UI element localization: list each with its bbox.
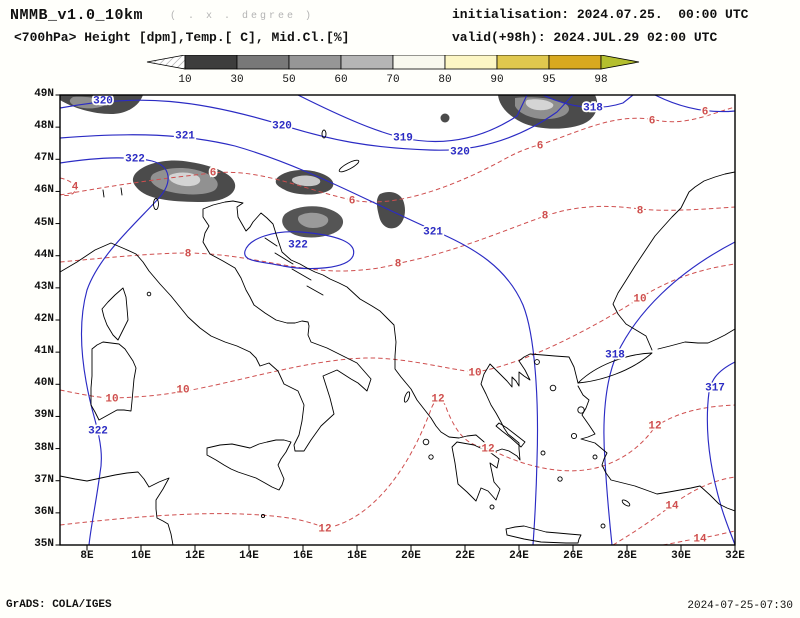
temperature-contour-labels: 4 6 6 6 6 6 8 8 8 8 10 10 10 10 12 12 12 12 14 14: [70, 105, 710, 546]
temperature-contour-label: 6: [349, 196, 356, 208]
temperature-contour-label: 14: [693, 534, 707, 546]
initialisation-time: initialisation: 2024.07.25. 00:00 UTC: [452, 7, 749, 22]
colorbar-tick-label: 30: [230, 74, 243, 86]
latitude-label: 39N: [34, 409, 54, 422]
height-contour-label: 320: [93, 96, 113, 108]
temperature-contour-label: 6: [537, 141, 544, 153]
latitude-label: 40N: [34, 377, 54, 390]
temperature-contour-label: 10: [468, 368, 481, 380]
cloud-cover-colorbar: 10 30 50 60 70 80 90 95 98: [146, 55, 640, 86]
height-contours: [60, 95, 735, 545]
longitude-label: 20E: [401, 550, 421, 562]
latitude-label: 35N: [34, 538, 54, 550]
temperature-contour-label: 14: [665, 501, 679, 513]
latitude-label: 45N: [34, 216, 54, 229]
temperature-contour-label: 10: [633, 294, 646, 306]
longitude-label: 8E: [80, 550, 94, 562]
temperature-contour-label: 8: [542, 211, 549, 223]
height-contour-label: 321: [423, 227, 443, 239]
longitude-label: 16E: [293, 550, 313, 562]
colorbar-left-arrow: [146, 55, 186, 70]
field-title: <700hPa> Height [dpm],Temp.[ C], Mid.Cl.…: [14, 30, 350, 45]
latitude-label: 41N: [34, 345, 54, 358]
colorbar-right-arrow: [600, 55, 640, 70]
temperature-contours: [60, 106, 735, 545]
latitude-label: 44N: [34, 248, 54, 261]
resolution-note: ( . x . degree ): [170, 11, 315, 22]
colorbar-tick-label: 90: [490, 74, 503, 86]
longitude-label: 12E: [185, 550, 205, 562]
temperature-contour-label: 8: [185, 249, 192, 261]
temperature-contour-label: 8: [637, 206, 644, 218]
temperature-contour-label: 4: [72, 182, 79, 194]
colorbar-segment: [548, 55, 602, 70]
grads-credit: GrADS: COLA/IGES: [6, 599, 112, 611]
latitude-label: 49N: [34, 88, 54, 100]
temperature-contour-label: 6: [702, 107, 709, 119]
height-contour-label: 320: [450, 147, 470, 159]
colorbar-segment: [392, 55, 446, 70]
map-canvas: 320 320 320 319 318 318 317 321 321 322 322 322 4 6 6…: [55, 94, 736, 551]
height-contour-label: 318: [583, 103, 603, 115]
colorbar-tick-label: 50: [282, 74, 295, 86]
colorbar-segment: [340, 55, 394, 70]
colorbar-tick-label: 70: [386, 74, 399, 86]
height-contour-label: 322: [288, 240, 308, 252]
latitude-label: 42N: [34, 313, 54, 325]
coastlines: [60, 129, 735, 545]
temperature-contour-label: 8: [395, 259, 402, 271]
temperature-contour-label: 10: [176, 385, 189, 397]
longitude-label: 14E: [239, 550, 259, 562]
longitude-ticks: [86, 545, 736, 551]
height-contour-label: 318: [605, 350, 625, 362]
temperature-contour-label: 12: [318, 524, 331, 536]
height-contour-label: 322: [88, 426, 108, 438]
longitude-label: 10E: [131, 550, 151, 562]
latitude-label: 37N: [34, 473, 54, 486]
map-frame: [59, 94, 736, 546]
colorbar-tick-label: 98: [594, 74, 607, 86]
longitude-label: 24E: [509, 550, 529, 562]
longitude-label: 32E: [725, 550, 745, 562]
colorbar-tick-labels: 10 30 50 60 70 80 90 95 98: [178, 74, 607, 86]
model-title: NMMB_v1.0_10km: [10, 7, 144, 24]
colorbar-tick-label: 60: [334, 74, 347, 86]
temperature-contour-label: 12: [481, 444, 494, 456]
height-contour-label: 319: [393, 133, 413, 145]
latitude-label: 46N: [34, 184, 54, 197]
longitude-label: 22E: [455, 550, 475, 562]
latitude-ticks: [55, 94, 60, 546]
colorbar-tick-label: 95: [542, 74, 555, 86]
height-contour-label: 321: [175, 131, 195, 143]
height-contour-label: 322: [125, 154, 145, 166]
temperature-contour-label: 10: [105, 394, 118, 406]
latitude-label: 36N: [34, 505, 54, 518]
height-contour-label: 320: [272, 121, 292, 133]
temperature-contour-label: 12: [431, 394, 444, 406]
temperature-contour-label: 12: [648, 421, 661, 433]
valid-time: valid(+98h): 2024.JUL.29 02:00 UTC: [452, 30, 718, 45]
colorbar-tick-label: 80: [438, 74, 451, 86]
longitude-label: 18E: [347, 550, 367, 562]
creation-timestamp: 2024-07-25-07:30: [687, 600, 793, 612]
colorbar-segments: [184, 55, 602, 70]
temperature-contour-label: 6: [649, 116, 656, 128]
latitude-label: 47N: [34, 152, 54, 165]
longitude-label: 30E: [671, 550, 691, 562]
longitude-label: 28E: [617, 550, 637, 562]
latitude-label: 43N: [34, 280, 54, 293]
height-contour-label: 317: [705, 383, 725, 395]
latitude-label: 48N: [34, 120, 54, 133]
colorbar-segment: [236, 55, 290, 70]
colorbar-segment: [288, 55, 342, 70]
colorbar-segment: [444, 55, 498, 70]
height-contour-labels: 320 320 320 319 318 318 317 321 321 322 322 322: [86, 95, 726, 439]
colorbar-segment: [496, 55, 550, 70]
longitude-label: 26E: [563, 550, 583, 562]
latitude-label: 38N: [34, 441, 54, 454]
colorbar-segment: [184, 55, 238, 70]
temperature-contour-label: 6: [210, 168, 217, 180]
colorbar-tick-label: 10: [178, 74, 191, 86]
